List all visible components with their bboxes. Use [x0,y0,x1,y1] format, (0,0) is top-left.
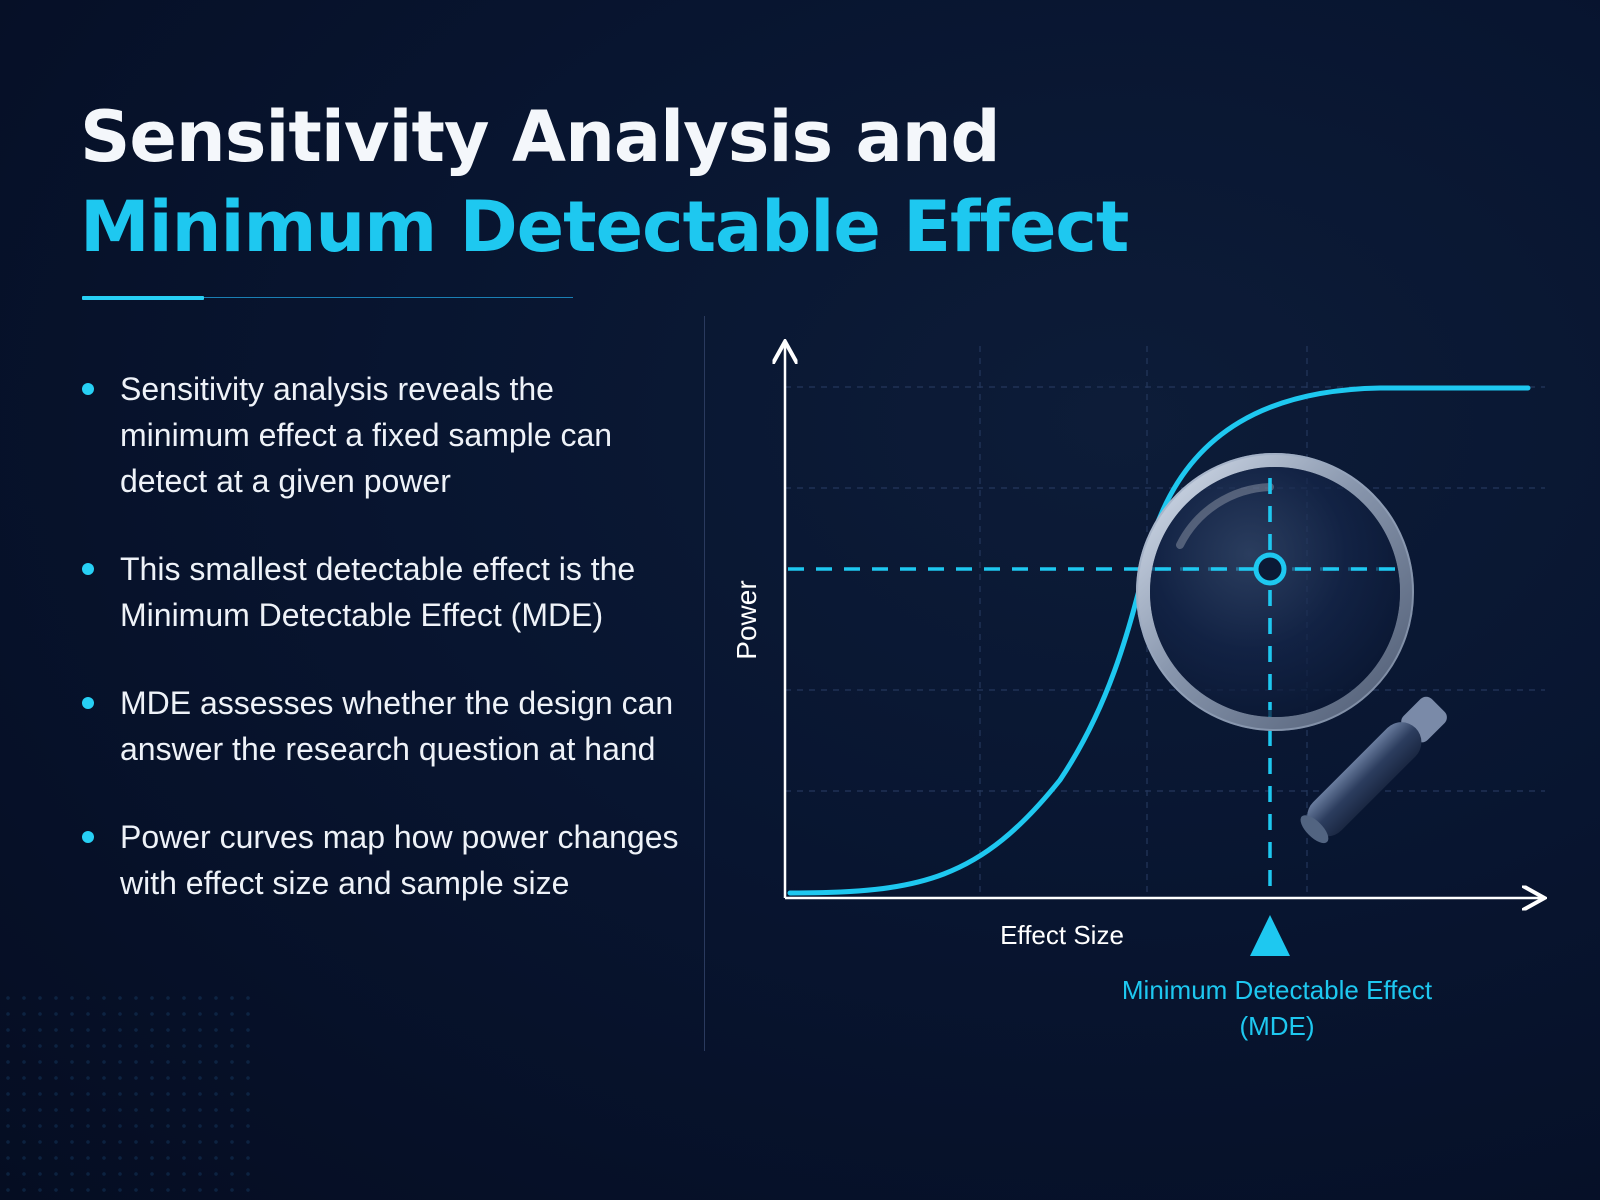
bullet-item: Sensitivity analysis reveals the minimum… [80,366,680,504]
column-divider [704,316,705,1051]
bullet-text: Sensitivity analysis reveals the minimum… [120,371,613,499]
bullet-text: MDE assesses whether the design can answ… [120,685,674,767]
mde-marker-triangle [1250,915,1290,956]
bullet-list: Sensitivity analysis reveals the minimum… [80,366,680,906]
bullet-text: Power curves map how power changes with … [120,819,679,901]
title-underline-accent [82,296,204,300]
title-block: Sensitivity Analysis and Minimum Detecta… [80,92,1129,272]
mde-label-line-1: Minimum Detectable Effect [1122,975,1433,1005]
x-axis-label: Effect Size [1000,920,1124,950]
bullet-text: This smallest detectable effect is the M… [120,551,636,633]
bullet-dot-icon [82,831,94,843]
y-axis-label: Power [731,580,762,659]
bullet-item: MDE assesses whether the design can answ… [80,680,680,772]
bullet-dot-icon [82,563,94,575]
power-curve [787,385,1531,896]
magnifying-glass-icon [1136,453,1447,844]
bullet-dot-icon [82,383,94,395]
page-title-line-1: Sensitivity Analysis and [80,96,1001,178]
mde-target-marker [1253,552,1287,586]
bullet-item: Power curves map how power changes with … [80,814,680,906]
decorative-dot-pattern [0,990,260,1200]
mde-label-line-2: (MDE) [1239,1011,1314,1041]
page-title-line-2: Minimum Detectable Effect [80,186,1129,268]
chart-grid [785,346,1545,896]
title-underline [82,297,573,298]
bullet-dot-icon [82,697,94,709]
bullet-item: This smallest detectable effect is the M… [80,546,680,638]
